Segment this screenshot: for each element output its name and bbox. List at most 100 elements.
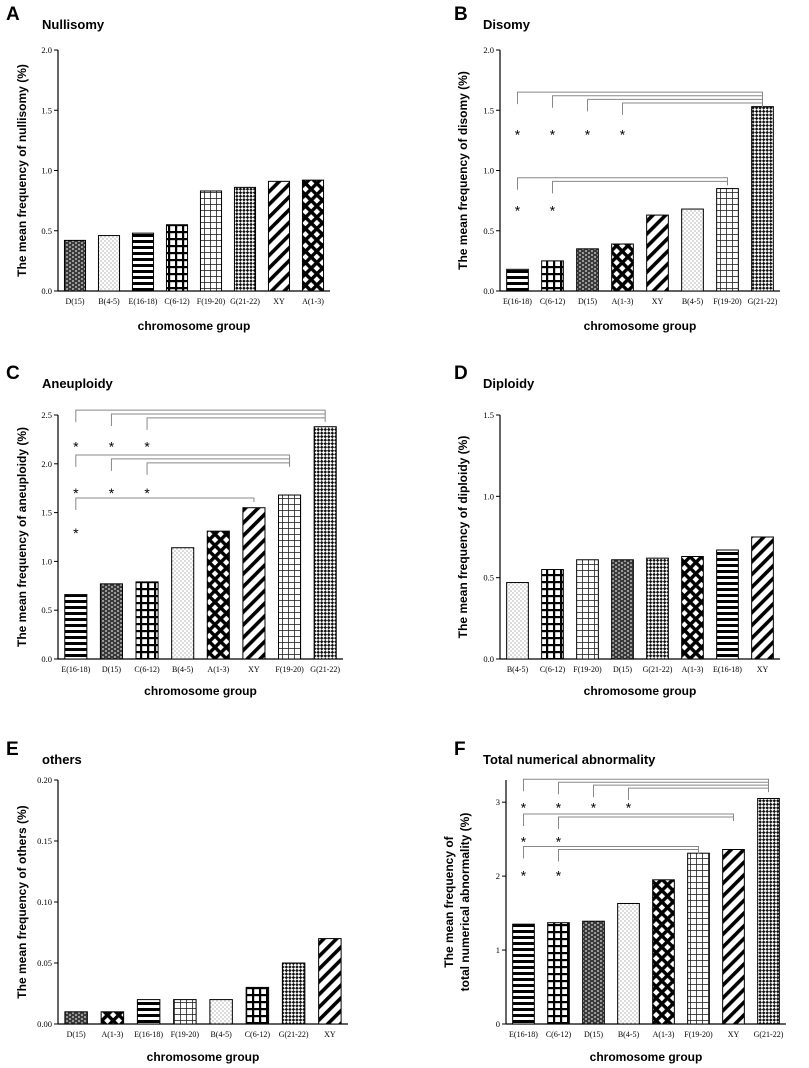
y-tick-label: 0.00 bbox=[37, 1019, 52, 1029]
significance-star: * bbox=[521, 868, 527, 884]
significance-star: * bbox=[144, 485, 150, 501]
y-axis-title: The mean frequency of others (%) bbox=[15, 805, 29, 998]
y-tick-label: 2.0 bbox=[41, 459, 52, 469]
x-tick-label: C(6-12) bbox=[245, 1030, 271, 1039]
bar bbox=[63, 239, 87, 292]
significance-star: * bbox=[109, 485, 115, 501]
x-tick-label: A(1-3) bbox=[682, 665, 704, 674]
bar bbox=[165, 224, 189, 292]
significance-bracket bbox=[552, 180, 728, 194]
x-tick-label: D(15) bbox=[65, 297, 84, 306]
x-tick-label: F(19-20) bbox=[275, 665, 304, 674]
x-tick-label: E(16-18) bbox=[713, 665, 742, 674]
significance-star: * bbox=[556, 800, 562, 816]
y-tick-label: 0.0 bbox=[41, 654, 52, 664]
chart-panel-d: D Diploidy 0.0 0.5 1.0 1.5 The mean frequency … bbox=[454, 363, 780, 698]
panel-letter: E bbox=[6, 739, 19, 760]
x-tick-label: G(21-22) bbox=[230, 297, 260, 306]
x-tick-label: C(6-12) bbox=[164, 297, 190, 306]
panel-title: Aneuploidy bbox=[42, 376, 114, 391]
x-tick-label: B(4-5) bbox=[682, 297, 704, 306]
y-tick-label: 1.0 bbox=[483, 491, 494, 501]
y-tick-label: 1.0 bbox=[41, 166, 52, 176]
significance-star: * bbox=[109, 438, 115, 454]
y-tick-label: 0 bbox=[496, 1019, 500, 1029]
bar bbox=[652, 879, 675, 1025]
y-axis-title: The mean frequency of bbox=[442, 835, 456, 967]
significance-bracket bbox=[523, 778, 769, 792]
bar bbox=[646, 557, 669, 660]
x-tick-label: D(15) bbox=[67, 1030, 86, 1039]
x-tick-label: F(19-20) bbox=[171, 1030, 200, 1039]
panel-letter: C bbox=[6, 363, 20, 384]
significance-bracket bbox=[523, 813, 734, 827]
significance-star: * bbox=[550, 127, 556, 143]
x-tick-label: B(4-5) bbox=[210, 1030, 232, 1039]
y-tick-label: 3 bbox=[496, 797, 500, 807]
significance-star: * bbox=[144, 438, 150, 454]
x-tick-label: A(1-3) bbox=[612, 297, 634, 306]
x-tick-label: XY bbox=[728, 1030, 740, 1039]
bar bbox=[582, 920, 605, 1025]
bar bbox=[681, 556, 704, 660]
significance-star: * bbox=[591, 800, 597, 816]
y-tick-label: 2.0 bbox=[41, 45, 52, 55]
bar bbox=[617, 902, 640, 1025]
bar bbox=[278, 494, 302, 660]
bar bbox=[757, 797, 780, 1025]
bar bbox=[722, 849, 745, 1025]
x-tick-label: XY bbox=[324, 1030, 336, 1039]
y-tick-label: 0.0 bbox=[41, 286, 52, 296]
y-tick-label: 0.20 bbox=[37, 775, 52, 785]
bar bbox=[547, 922, 570, 1025]
bar bbox=[64, 1011, 88, 1025]
significance-bracket bbox=[517, 177, 728, 190]
x-tick-label: B(4-5) bbox=[98, 297, 120, 306]
significance-bracket bbox=[593, 784, 769, 798]
bar bbox=[206, 530, 230, 660]
bar bbox=[541, 569, 564, 660]
x-axis-title: chromosome group bbox=[144, 684, 257, 698]
y-axis-title-line2: total numerical abnormality (%) bbox=[458, 813, 472, 992]
x-tick-label: XY bbox=[757, 665, 769, 674]
x-tick-label: D(15) bbox=[584, 1030, 603, 1039]
panel-title: Nullisomy bbox=[42, 17, 105, 32]
bar bbox=[646, 214, 669, 292]
x-tick-label: F(19-20) bbox=[197, 297, 226, 306]
bar bbox=[313, 426, 337, 660]
x-axis-title: chromosome group bbox=[584, 319, 697, 333]
y-tick-label: 0.5 bbox=[483, 573, 494, 583]
significance-bracket bbox=[75, 497, 255, 510]
bar bbox=[611, 243, 634, 292]
significance-bracket bbox=[110, 458, 291, 471]
bar bbox=[209, 999, 233, 1025]
bar bbox=[716, 549, 739, 660]
x-tick-label: E(16-18) bbox=[129, 297, 158, 306]
y-tick-label: 2.5 bbox=[41, 410, 52, 420]
x-tick-label: G(21-22) bbox=[643, 665, 673, 674]
x-tick-label: E(16-18) bbox=[509, 1030, 538, 1039]
x-tick-label: XY bbox=[273, 297, 285, 306]
bar bbox=[267, 180, 291, 292]
panel-title: Diploidy bbox=[483, 376, 535, 391]
x-axis-title: chromosome group bbox=[147, 1050, 260, 1064]
significance-star: * bbox=[626, 800, 632, 816]
x-tick-label: B(4-5) bbox=[618, 1030, 640, 1039]
chart-panel-f: F Total numerical abnormality 0 1 2 3 The mean… bbox=[442, 739, 786, 1064]
x-tick-label: A(1-3) bbox=[101, 1030, 123, 1039]
x-tick-label: A(1-3) bbox=[653, 1030, 675, 1039]
y-tick-label: 0.10 bbox=[37, 897, 52, 907]
significance-star: * bbox=[73, 485, 79, 501]
bar bbox=[716, 188, 739, 292]
bar bbox=[681, 208, 704, 292]
bar bbox=[100, 1011, 125, 1025]
x-tick-label: G(21-22) bbox=[748, 297, 778, 306]
significance-bracket bbox=[558, 849, 699, 862]
x-tick-label: F(19-20) bbox=[573, 665, 602, 674]
x-tick-label: D(15) bbox=[613, 665, 632, 674]
panel-title: Disomy bbox=[483, 17, 531, 32]
x-tick-label: F(19-20) bbox=[713, 297, 742, 306]
chart-panel-c: C Aneuploidy 0.0 0.5 1.0 1.5 2.0 2.5 The mean fr… bbox=[6, 363, 343, 698]
x-tick-label: C(6-12) bbox=[546, 1030, 572, 1039]
